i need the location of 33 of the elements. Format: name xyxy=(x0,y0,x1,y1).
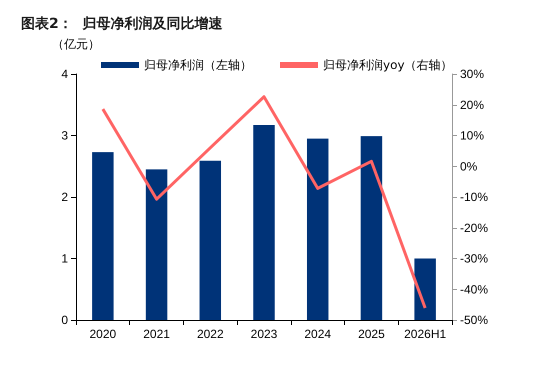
y-tick-label: 2 xyxy=(61,190,68,204)
x-tick-label: 2024 xyxy=(304,327,332,341)
bar xyxy=(146,169,168,320)
y2-tick-label: -30% xyxy=(460,252,488,266)
y-tick-label: 0 xyxy=(61,313,68,327)
bar xyxy=(414,258,436,320)
x-tick-label: 2021 xyxy=(143,327,170,341)
line-series xyxy=(101,95,427,310)
y2-tick-label: -40% xyxy=(460,282,488,296)
y2-tick-label: -20% xyxy=(460,220,488,235)
legend-label: 归母净利润（左轴） xyxy=(144,58,252,72)
x-tick-label: 2023 xyxy=(250,327,278,341)
y2-tick-label: 10% xyxy=(460,128,484,142)
y2-tick-label: -50% xyxy=(460,313,488,327)
chart-title: 图表2： 归母净利润及同比增速 xyxy=(21,15,224,32)
y-tick-label: 4 xyxy=(61,67,68,81)
bar xyxy=(200,160,222,320)
y2-tick-label: 20% xyxy=(460,98,484,112)
bar xyxy=(253,125,275,320)
x-tick-label: 2025 xyxy=(358,327,386,341)
bar xyxy=(360,136,382,320)
y2-tick-label: 0% xyxy=(460,159,478,174)
bar xyxy=(306,138,328,320)
bar xyxy=(92,152,114,320)
x-tick-label: 2026H1 xyxy=(404,327,446,341)
x-tick-label: 2022 xyxy=(196,327,224,341)
x-tick-label: 2020 xyxy=(90,327,117,341)
y2-tick-label: -10% xyxy=(460,190,488,204)
y-tick-label: 3 xyxy=(61,128,68,142)
legend-label: 归母净利润yoy（右轴） xyxy=(323,58,453,72)
y-tick-label: 1 xyxy=(61,252,68,266)
y-axis-title: （亿元） xyxy=(52,37,100,51)
y2-tick-label: 30% xyxy=(460,67,484,81)
